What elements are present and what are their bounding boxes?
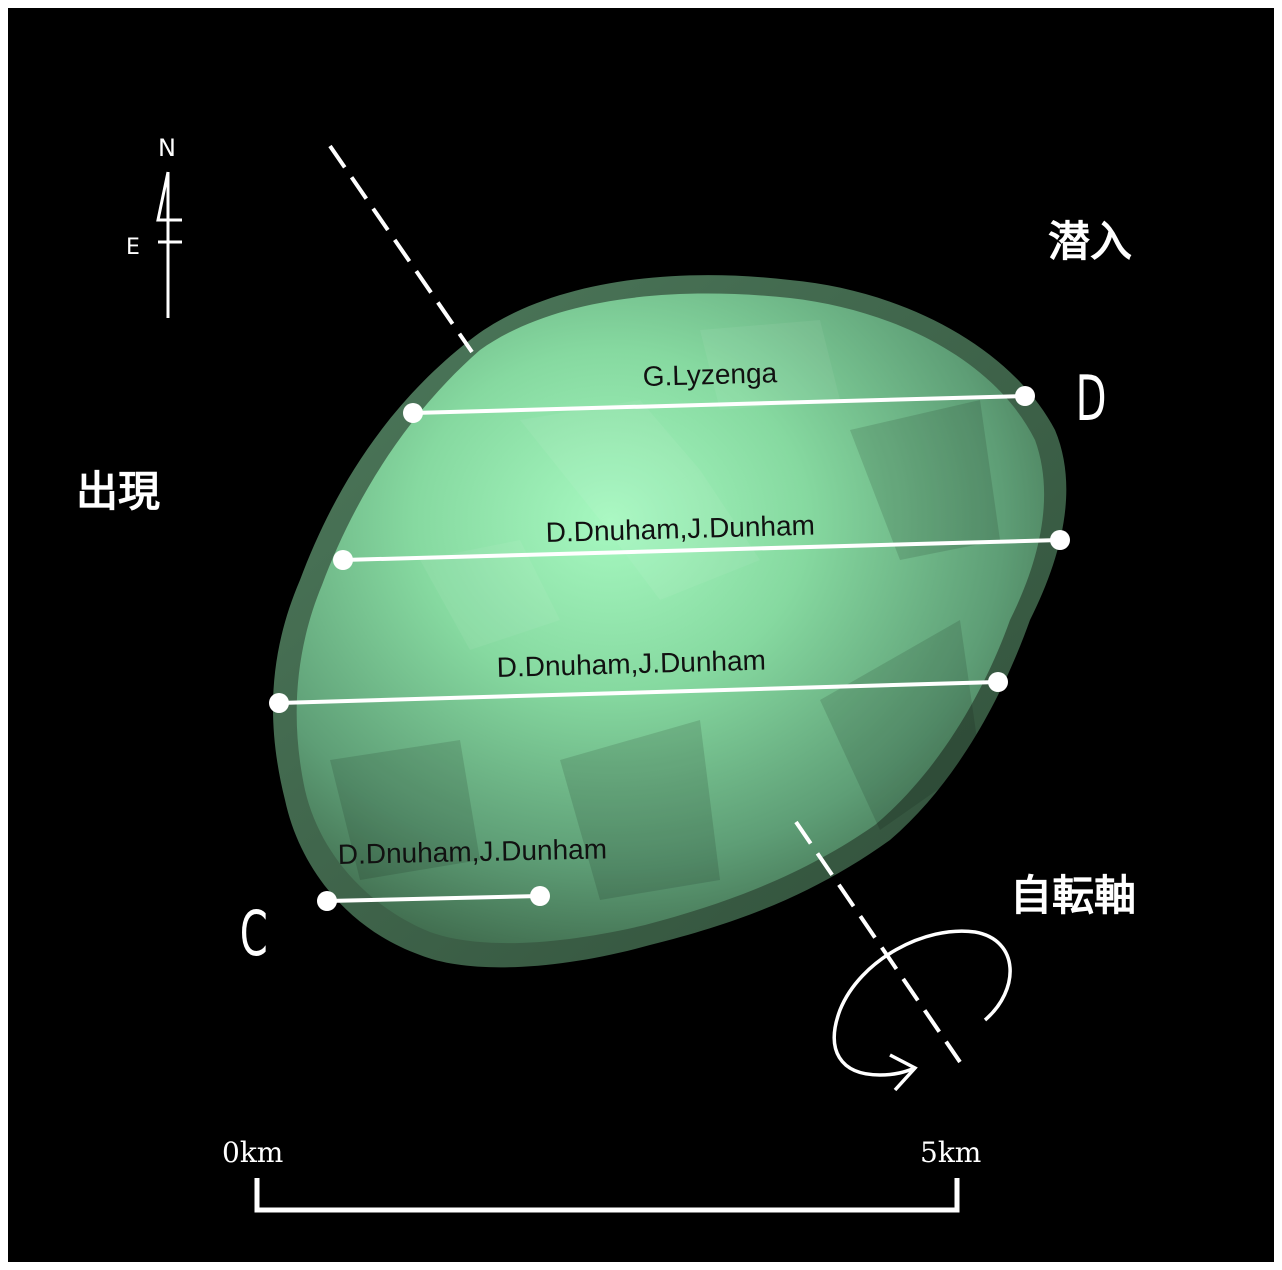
compass: N E: [126, 134, 182, 318]
scale-bar-start-label: 0km: [222, 1136, 283, 1169]
chord-endpoints: [269, 386, 1070, 911]
chord-2-start-dot: [333, 550, 353, 570]
chord-2-observer: D.Dnuham,J.Dunham: [545, 509, 815, 548]
diagram-svg: G.Lyzenga D.Dnuham,J.Dunham D.Dnuham,J.D…: [76, 134, 1136, 1213]
compass-north-label: N: [158, 134, 176, 162]
point-d-label: D: [1076, 363, 1107, 435]
scale-bar-line: [254, 1178, 960, 1213]
rotation-axis-label: 自転軸: [1010, 871, 1136, 920]
chord-3-observer: D.Dnuham,J.Dunham: [496, 644, 766, 683]
chord-3-end-dot: [988, 672, 1008, 692]
disappearance-label: 潜入: [1048, 217, 1132, 266]
chord-2-line: [342, 538, 1061, 562]
chord-4-line: [326, 894, 541, 903]
chord-3-start-dot: [269, 693, 289, 713]
chord-1-end-dot: [1015, 386, 1035, 406]
rotation-axis-upper: [328, 144, 474, 354]
chord-lines: [278, 394, 1061, 903]
compass-east-label: E: [126, 235, 140, 260]
asteroid-body: [296, 293, 1045, 944]
point-c-label: C: [240, 898, 268, 970]
chord-1-start-dot: [403, 403, 423, 423]
asteroid-shadow-facets: [330, 400, 1000, 900]
reappearance-label: 出現: [76, 467, 160, 516]
asteroid-facets: [420, 320, 840, 650]
chord-4-end-dot: [530, 886, 550, 906]
chord-1-observer: G.Lyzenga: [642, 357, 778, 392]
scale-bar: 0km 5km: [222, 1136, 981, 1213]
scale-bar-end-label: 5km: [920, 1136, 981, 1169]
black-canvas: G.Lyzenga D.Dnuham,J.Dunham D.Dnuham,J.D…: [8, 8, 1274, 1262]
rotation-axis-lower: [794, 820, 962, 1064]
compass-north-arrow-icon: [156, 171, 182, 222]
chord-3-line: [278, 680, 999, 705]
chord-4-observer: D.Dnuham,J.Dunham: [337, 833, 607, 870]
chord-4-start-dot: [317, 891, 337, 911]
chord-1-line: [412, 394, 1026, 415]
rotation-arrow-icon: [832, 929, 1012, 1092]
chord-2-end-dot: [1050, 530, 1070, 550]
